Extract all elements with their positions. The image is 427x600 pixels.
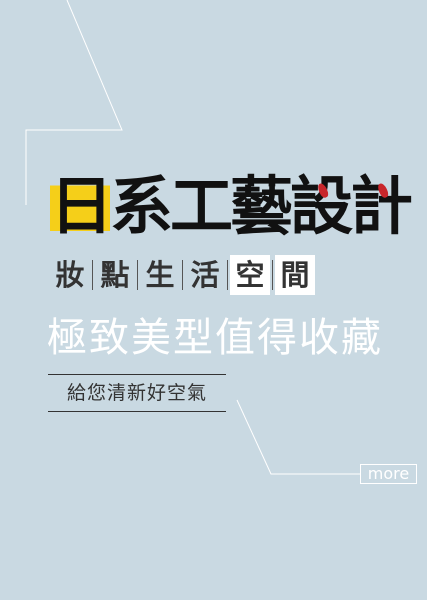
headline-char: 計 <box>350 169 413 243</box>
headline-char: 系 <box>110 169 173 243</box>
headline-char: 設 <box>290 169 353 243</box>
more-button[interactable]: more <box>360 464 417 484</box>
subheadline-char: 生 <box>145 258 175 292</box>
subheadline-char: 活 <box>190 258 220 292</box>
divider <box>137 260 138 290</box>
headline-japanese-craft-design: 日系工藝設計 <box>50 166 413 246</box>
tagline: 給您清新好空氣 <box>48 374 226 412</box>
divider <box>272 260 273 290</box>
subheadline-char: 妝 <box>55 258 85 292</box>
headline-char: 工 <box>170 169 233 243</box>
divider <box>182 260 183 290</box>
subheadline-decorate-living-space: 妝 點 生 活 空 間 <box>50 255 315 295</box>
headline-worth-collecting: 極致美型值得收藏 <box>47 315 383 361</box>
divider <box>92 260 93 290</box>
subheadline-char: 空 <box>230 255 270 295</box>
subheadline-char: 點 <box>100 258 130 292</box>
headline-char: 藝 <box>230 169 293 243</box>
headline-char: 日 <box>50 169 113 243</box>
subheadline-char: 間 <box>275 255 315 295</box>
divider <box>227 260 228 290</box>
